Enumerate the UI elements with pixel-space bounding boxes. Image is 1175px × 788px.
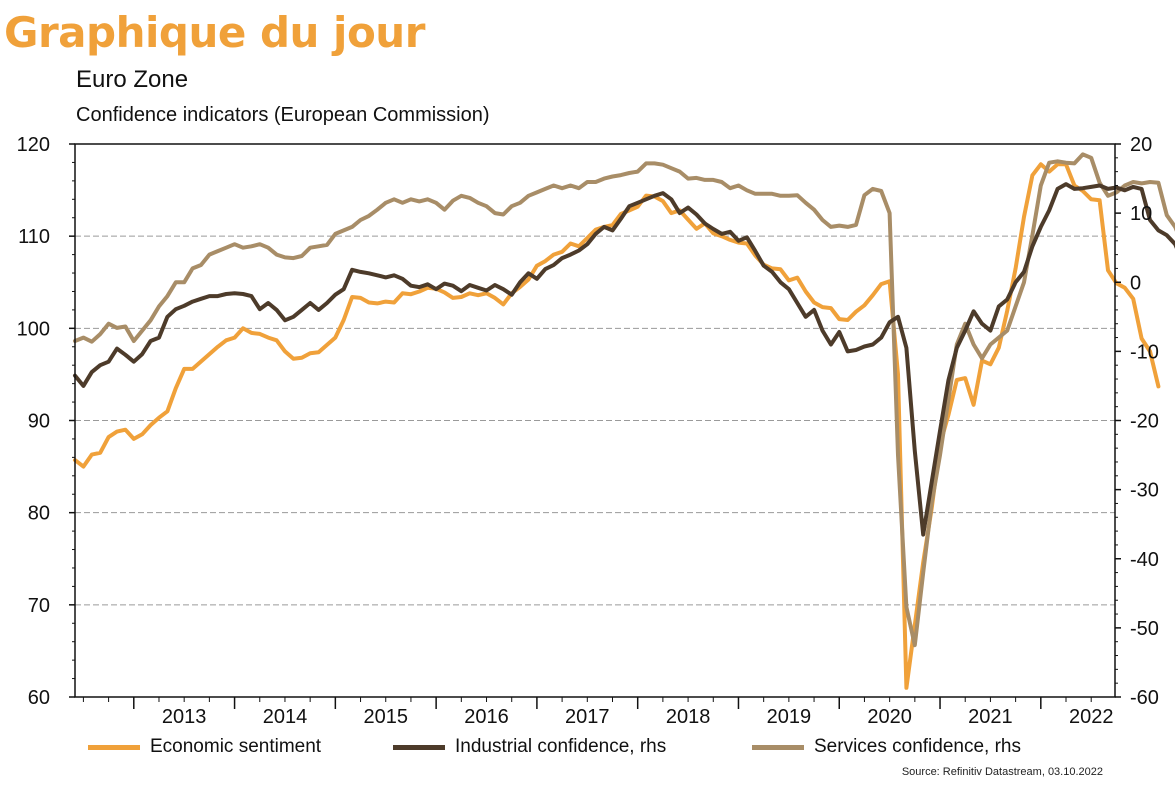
legend-swatch-industrial bbox=[393, 744, 445, 750]
axis-ticks bbox=[69, 143, 1121, 709]
series-line-economic bbox=[73, 162, 1161, 690]
x-tick-label: 2014 bbox=[263, 706, 308, 728]
right-tick-label: -60 bbox=[1130, 687, 1159, 709]
right-tick-label: -40 bbox=[1130, 549, 1159, 571]
grid-lines bbox=[75, 235, 1115, 606]
x-tick-label: 2020 bbox=[867, 706, 912, 728]
banner-title: Graphique du jour bbox=[4, 8, 425, 57]
x-tick-label: 2018 bbox=[666, 706, 711, 728]
right-tick-label: 20 bbox=[1130, 134, 1152, 156]
legend-swatch-services bbox=[752, 744, 804, 750]
axis-tick-labels: 60 70 80 90 100 110 120 -60 -50 -40 -30 -20 -10 0 10 20… bbox=[17, 134, 1159, 728]
source-note: Source: Refinitiv Datastream, 03.10.2022 bbox=[901, 766, 1103, 778]
legend-item-industrial: Industrial confidence, rhs bbox=[393, 736, 666, 758]
x-tick-label: 2019 bbox=[767, 706, 812, 728]
chart-title: Euro Zone bbox=[76, 66, 189, 93]
left-tick-label: 100 bbox=[17, 318, 50, 340]
left-tick-label: 80 bbox=[28, 503, 50, 525]
series-lines bbox=[73, 152, 1175, 690]
left-tick-label: 70 bbox=[28, 595, 50, 617]
x-tick-label: 2021 bbox=[968, 706, 1013, 728]
right-tick-label: -10 bbox=[1130, 341, 1159, 363]
right-tick-label: -30 bbox=[1130, 480, 1159, 502]
x-tick-label: 2016 bbox=[464, 706, 509, 728]
legend-swatch-economic bbox=[88, 744, 140, 750]
chart-subtitle: Confidence indicators (European Commissi… bbox=[76, 104, 490, 126]
legend-item-economic: Economic sentiment bbox=[88, 736, 321, 758]
legend-item-services: Services confidence, rhs bbox=[752, 736, 1021, 758]
right-tick-label: -20 bbox=[1130, 411, 1159, 433]
right-tick-label: -50 bbox=[1130, 618, 1159, 640]
right-tick-label: 10 bbox=[1130, 203, 1152, 225]
x-tick-label: 2022 bbox=[1069, 706, 1114, 728]
left-tick-label: 120 bbox=[17, 134, 50, 156]
x-tick-label: 2015 bbox=[363, 706, 408, 728]
right-tick-label: 0 bbox=[1130, 272, 1141, 294]
legend-label-industrial: Industrial confidence, rhs bbox=[455, 736, 667, 757]
legend-label-economic: Economic sentiment bbox=[150, 736, 322, 757]
left-tick-label: 110 bbox=[18, 226, 50, 248]
x-tick-label: 2017 bbox=[565, 706, 610, 728]
left-tick-label: 60 bbox=[28, 687, 50, 709]
series-line-industrial bbox=[73, 182, 1175, 537]
x-tick-label: 2013 bbox=[162, 706, 207, 728]
legend-label-services: Services confidence, rhs bbox=[814, 736, 1021, 757]
series-line-services bbox=[73, 152, 1175, 648]
legend: Economic sentiment Industrial confidence… bbox=[0, 736, 1175, 760]
left-tick-label: 90 bbox=[28, 411, 50, 433]
